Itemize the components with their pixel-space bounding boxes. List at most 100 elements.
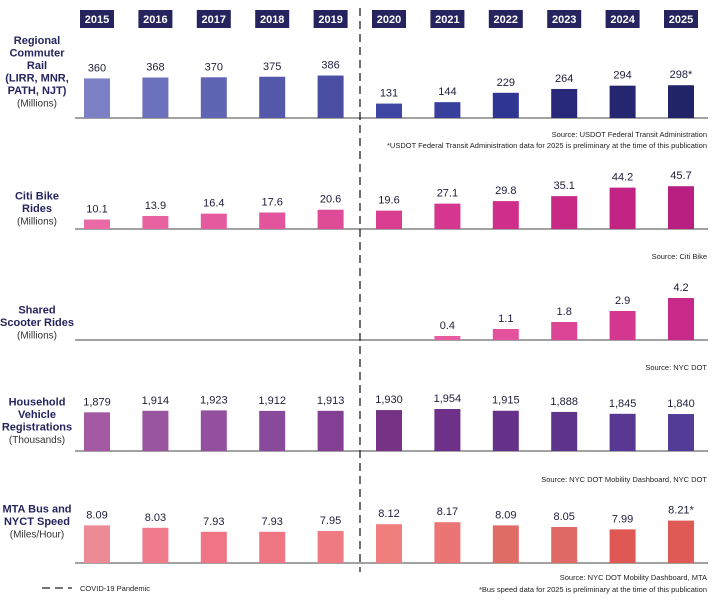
bar bbox=[200, 531, 227, 563]
bar bbox=[434, 522, 461, 563]
year-header-label: 2024 bbox=[610, 14, 635, 26]
panel-unit: (Miles/Hour) bbox=[10, 530, 64, 541]
panel-unit: (Millions) bbox=[17, 217, 57, 228]
year-header-box bbox=[430, 10, 465, 28]
data-label: 298* bbox=[670, 69, 693, 81]
year-header-box bbox=[196, 10, 231, 28]
panel-title: NYCT Speed bbox=[4, 516, 70, 528]
data-label: 0.4 bbox=[440, 320, 455, 332]
data-label: 1,840 bbox=[667, 398, 695, 410]
data-label: 360 bbox=[88, 62, 106, 74]
bar bbox=[551, 527, 578, 563]
bar bbox=[259, 410, 286, 451]
year-header-box bbox=[372, 10, 406, 28]
bar bbox=[609, 413, 636, 451]
bar bbox=[84, 412, 110, 451]
bar bbox=[142, 527, 169, 563]
year-header-box bbox=[313, 10, 348, 28]
bar bbox=[376, 410, 402, 451]
data-label: 17.6 bbox=[261, 197, 282, 209]
bar bbox=[376, 103, 402, 118]
data-label: 8.17 bbox=[437, 506, 458, 518]
year-header-label: 2021 bbox=[435, 14, 459, 26]
bar bbox=[668, 298, 694, 340]
year-header-label: 2016 bbox=[143, 14, 167, 26]
bar bbox=[434, 409, 461, 451]
bar bbox=[376, 210, 402, 229]
data-label: 8.09 bbox=[86, 509, 107, 521]
bar bbox=[434, 336, 461, 340]
bar bbox=[434, 102, 461, 118]
data-label: 368 bbox=[146, 62, 164, 74]
bar bbox=[84, 525, 110, 563]
panel-title: Registrations bbox=[2, 421, 72, 433]
panel-title: MTA Bus and bbox=[2, 504, 71, 516]
bar bbox=[609, 85, 636, 118]
bar bbox=[434, 203, 461, 229]
source-note: Source: Citi Bike bbox=[652, 252, 707, 261]
panel-unit: (Millions) bbox=[17, 98, 57, 109]
bar bbox=[142, 410, 169, 451]
bar bbox=[492, 201, 519, 229]
bar bbox=[317, 531, 344, 563]
data-label: 264 bbox=[555, 73, 573, 85]
data-label: 144 bbox=[438, 86, 456, 98]
data-label: 8.12 bbox=[378, 508, 399, 520]
data-label: 1,888 bbox=[550, 396, 578, 408]
year-header-box bbox=[547, 10, 582, 28]
bar bbox=[492, 410, 519, 451]
panel-title: Regional bbox=[14, 35, 60, 47]
panel-title: Household bbox=[9, 396, 66, 408]
year-header-label: 2022 bbox=[494, 14, 518, 26]
bar bbox=[317, 410, 344, 451]
panel-title: Shared bbox=[18, 305, 55, 317]
source-note: Source: NYC DOT bbox=[645, 363, 707, 372]
year-header-label: 2020 bbox=[377, 14, 401, 26]
data-label: 1,879 bbox=[83, 396, 111, 408]
data-label: 8.09 bbox=[495, 509, 516, 521]
bar bbox=[84, 78, 110, 118]
data-label: 8.05 bbox=[553, 511, 574, 523]
source-note: *USDOT Federal Transit Administration da… bbox=[387, 141, 707, 150]
year-header-label: 2025 bbox=[669, 14, 693, 26]
data-label: 7.99 bbox=[612, 513, 633, 525]
data-label: 45.7 bbox=[670, 170, 691, 182]
data-label: 7.93 bbox=[261, 516, 282, 528]
year-header-label: 2018 bbox=[260, 14, 284, 26]
bar bbox=[259, 76, 286, 118]
data-label: 1.1 bbox=[498, 313, 513, 325]
bar bbox=[317, 75, 344, 118]
bar bbox=[142, 215, 169, 229]
data-label: 1,930 bbox=[375, 394, 403, 406]
bar bbox=[668, 414, 694, 451]
data-label: 1,913 bbox=[317, 395, 345, 407]
data-label: 35.1 bbox=[553, 180, 574, 192]
year-header-label: 2015 bbox=[85, 14, 109, 26]
data-label: 386 bbox=[321, 60, 339, 72]
data-label: 19.6 bbox=[378, 195, 399, 207]
data-label: 1.8 bbox=[557, 306, 572, 318]
data-label: 1,914 bbox=[142, 395, 170, 407]
bar bbox=[668, 85, 694, 118]
data-label: 13.9 bbox=[145, 200, 166, 212]
data-label: 294 bbox=[613, 70, 631, 82]
bar bbox=[551, 411, 578, 451]
data-label: 8.03 bbox=[145, 512, 166, 524]
data-label: 20.6 bbox=[320, 194, 341, 206]
source-note: Source: USDOT Federal Transit Administra… bbox=[552, 130, 707, 139]
bar bbox=[609, 187, 636, 229]
panel-title: Citi Bike bbox=[15, 191, 59, 203]
bar bbox=[492, 92, 519, 118]
bar bbox=[492, 329, 519, 340]
year-header-box bbox=[664, 10, 698, 28]
bar bbox=[551, 88, 578, 118]
data-label: 27.1 bbox=[437, 188, 458, 200]
legend-label: COVID-19 Pandemic bbox=[80, 584, 150, 593]
data-label: 44.2 bbox=[612, 172, 633, 184]
panel-title: (LIRR, MNR, bbox=[5, 72, 69, 84]
bar bbox=[668, 520, 694, 563]
panel-title: Rides bbox=[22, 203, 52, 215]
data-label: 1,923 bbox=[200, 394, 228, 406]
